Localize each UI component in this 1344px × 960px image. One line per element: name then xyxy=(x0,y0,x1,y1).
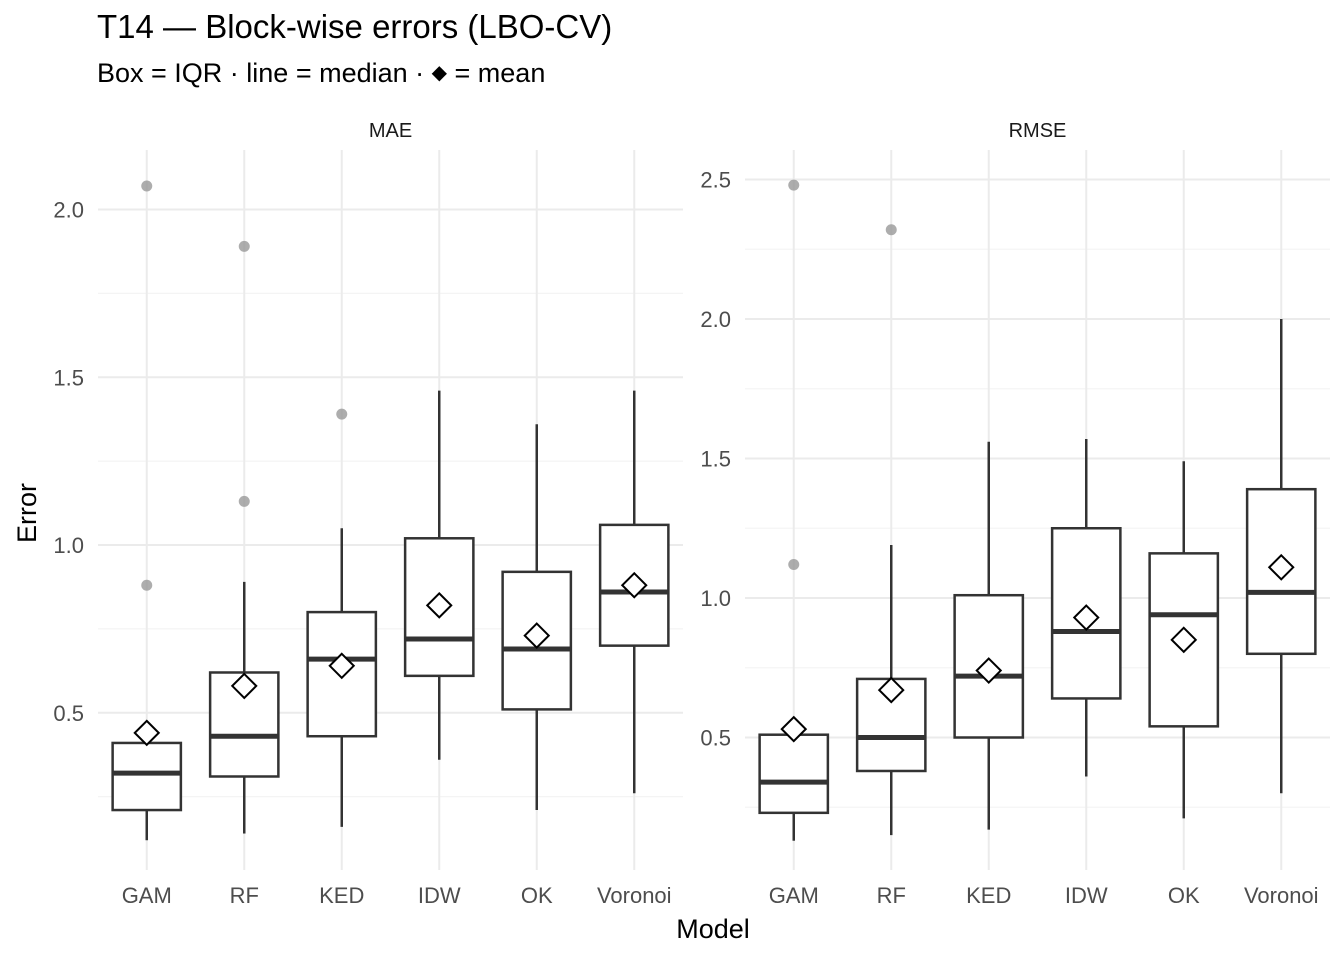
mae-y-tick-label: 1.5 xyxy=(53,365,84,390)
rmse-rf-mean-diamond xyxy=(877,676,905,704)
rmse-ked-mean-diamond xyxy=(975,657,1003,684)
mae-voronoi-mean-diamond xyxy=(620,571,648,599)
rmse-ok-mean-diamond xyxy=(1170,626,1198,654)
mae-rf-outlier-point xyxy=(238,495,250,507)
rmse-y-tick-label: 2.5 xyxy=(700,168,731,193)
mae-x-tick-label: OK xyxy=(521,883,553,908)
mae-panel-strip-label: MAE xyxy=(369,120,412,142)
rmse-rf-outlier-point xyxy=(885,224,897,236)
rmse-idw-mean-diamond xyxy=(1072,604,1100,631)
mae-ked-outlier-point xyxy=(336,408,348,420)
rmse-voronoi-mean-diamond xyxy=(1267,553,1295,581)
mae-gam-outlier-point xyxy=(141,579,153,591)
mae-idw-mean-diamond xyxy=(425,591,453,619)
mae-gam-iqr-box xyxy=(111,741,183,812)
subtitle-text-after: = mean xyxy=(447,58,546,88)
chart-subtitle: Box = IQR · line = median · ◆ = mean xyxy=(97,58,545,89)
rmse-panel-strip-label: RMSE xyxy=(1009,120,1067,142)
y-axis-label: Error xyxy=(12,483,42,543)
rmse-gam-outlier-point xyxy=(788,179,800,191)
rmse-gam-iqr-box xyxy=(758,733,830,815)
x-axis-label: Model xyxy=(676,914,750,944)
mae-x-tick-label: GAM xyxy=(122,883,172,908)
mae-gam-mean-diamond xyxy=(133,719,161,747)
mae-x-tick-label: Voronoi xyxy=(597,883,672,908)
rmse-gam-mean-diamond xyxy=(780,715,808,743)
rmse-x-tick-label: IDW xyxy=(1065,883,1108,908)
mae-x-tick-label: RF xyxy=(230,883,259,908)
rmse-x-tick-label: Voronoi xyxy=(1244,883,1319,908)
rmse-y-tick-label: 1.5 xyxy=(700,447,731,472)
mae-x-tick-label: KED xyxy=(319,883,364,908)
mae-x-tick-label: IDW xyxy=(418,883,461,908)
rmse-x-tick-label: KED xyxy=(966,883,1011,908)
mae-y-tick-label: 1.0 xyxy=(53,533,84,558)
mae-ked-mean-diamond xyxy=(328,652,356,680)
mae-rf-mean-diamond xyxy=(230,672,258,700)
mae-y-tick-label: 0.5 xyxy=(53,701,84,726)
mae-ok-mean-diamond xyxy=(523,622,551,649)
rmse-x-tick-label: OK xyxy=(1168,883,1200,908)
rmse-x-tick-label: RF xyxy=(877,883,906,908)
rmse-idw-iqr-box xyxy=(1050,527,1122,700)
mae-gam-outlier-point xyxy=(141,180,153,192)
rmse-y-tick-label: 2.0 xyxy=(700,307,731,332)
chart-title: T14 — Block-wise errors (LBO-CV) xyxy=(97,8,613,45)
subtitle-text-before: Box = IQR · line = median · xyxy=(97,58,432,88)
mae-y-tick-label: 2.0 xyxy=(53,198,84,223)
mean-diamond-icon: ◆ xyxy=(431,62,448,84)
rmse-gam-outlier-point xyxy=(788,559,800,571)
rmse-y-tick-label: 1.0 xyxy=(700,586,731,611)
mae-rf-outlier-point xyxy=(238,240,250,252)
rmse-y-tick-label: 0.5 xyxy=(700,726,731,751)
rmse-x-tick-label: GAM xyxy=(769,883,819,908)
